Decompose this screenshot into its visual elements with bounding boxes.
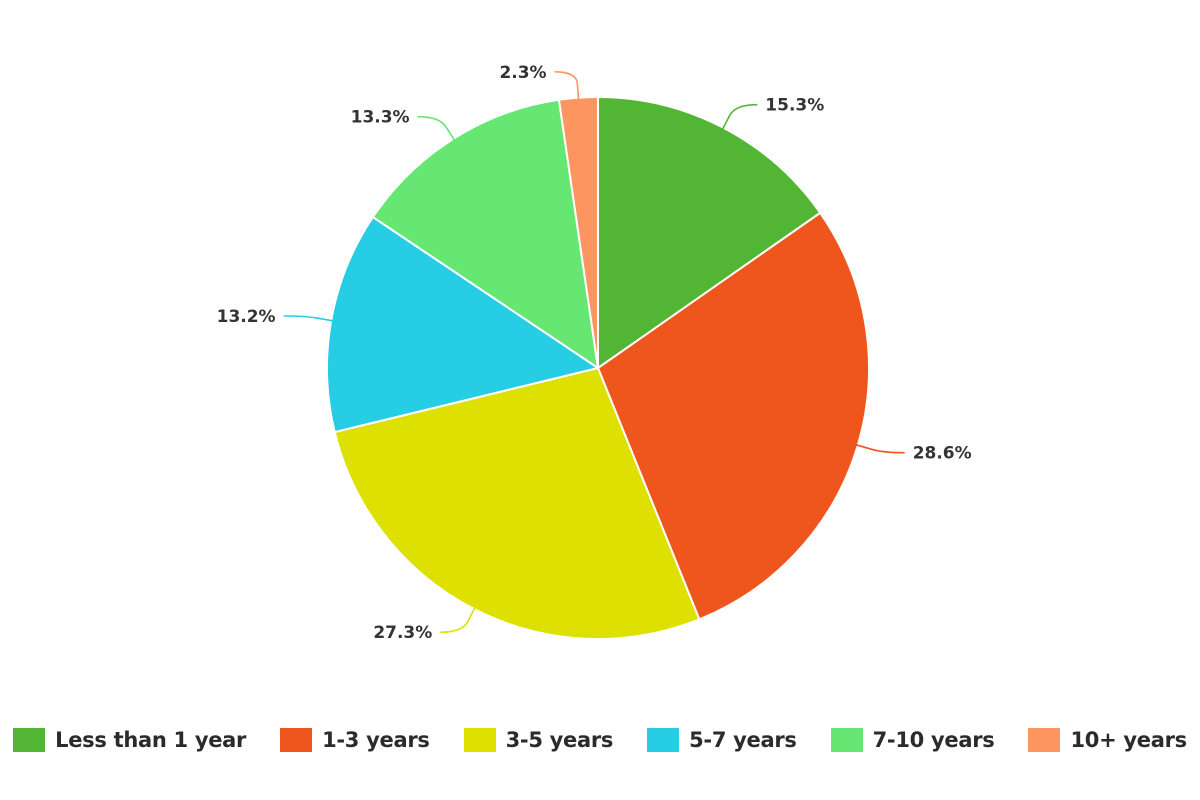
leader-line-3-5-years — [440, 606, 476, 633]
legend: Less than 1 year 1-3 years 3-5 years 5-7… — [0, 718, 1200, 762]
leader-line-1-3-years — [855, 443, 905, 454]
legend-label: 10+ years — [1070, 728, 1187, 752]
legend-item-10-plus-years[interactable]: 10+ years — [1028, 728, 1187, 752]
percentage-label-10-plus-years: 2.3% — [499, 63, 546, 83]
leader-lines — [283, 71, 905, 633]
legend-label: 7-10 years — [872, 728, 995, 752]
legend-item-less-than-1-year[interactable]: Less than 1 year — [13, 728, 246, 752]
percentage-label-1-3-years: 28.6% — [913, 444, 972, 464]
pie-slices — [326, 95, 870, 640]
legend-swatch — [647, 728, 680, 752]
legend-item-1-3-years[interactable]: 1-3 years — [280, 728, 430, 752]
percentage-label-5-7-years: 13.2% — [217, 307, 276, 327]
percentage-label-3-5-years: 27.3% — [373, 623, 432, 643]
leader-line-less-than-1-year — [721, 103, 758, 130]
leader-line-5-7-years — [283, 315, 334, 322]
legend-swatch — [13, 728, 46, 752]
legend-label: 1-3 years — [322, 728, 430, 752]
percentage-label-7-10-years: 13.3% — [351, 108, 410, 128]
percentage-label-less-than-1-year: 15.3% — [765, 96, 824, 116]
pie-chart: 15.3% 28.6% 27.3% 13.2% 13.3% 2.3% — [217, 63, 972, 643]
legend-item-7-10-years[interactable]: 7-10 years — [830, 728, 995, 752]
legend-swatch — [463, 728, 496, 752]
leader-line-10-plus-years — [554, 71, 580, 100]
legend-item-5-7-years[interactable]: 5-7 years — [647, 728, 797, 752]
legend-item-3-5-years[interactable]: 3-5 years — [463, 728, 614, 752]
legend-label: 5-7 years — [689, 728, 797, 752]
percentage-labels: 15.3% 28.6% 27.3% 13.2% 13.3% 2.3% — [217, 63, 972, 643]
legend-label: Less than 1 year — [55, 728, 247, 752]
legend-swatch — [280, 728, 313, 752]
legend-swatch — [1028, 728, 1061, 752]
legend-label: 3-5 years — [505, 728, 614, 752]
leader-line-7-10-years — [417, 115, 456, 141]
legend-swatch — [830, 728, 863, 752]
